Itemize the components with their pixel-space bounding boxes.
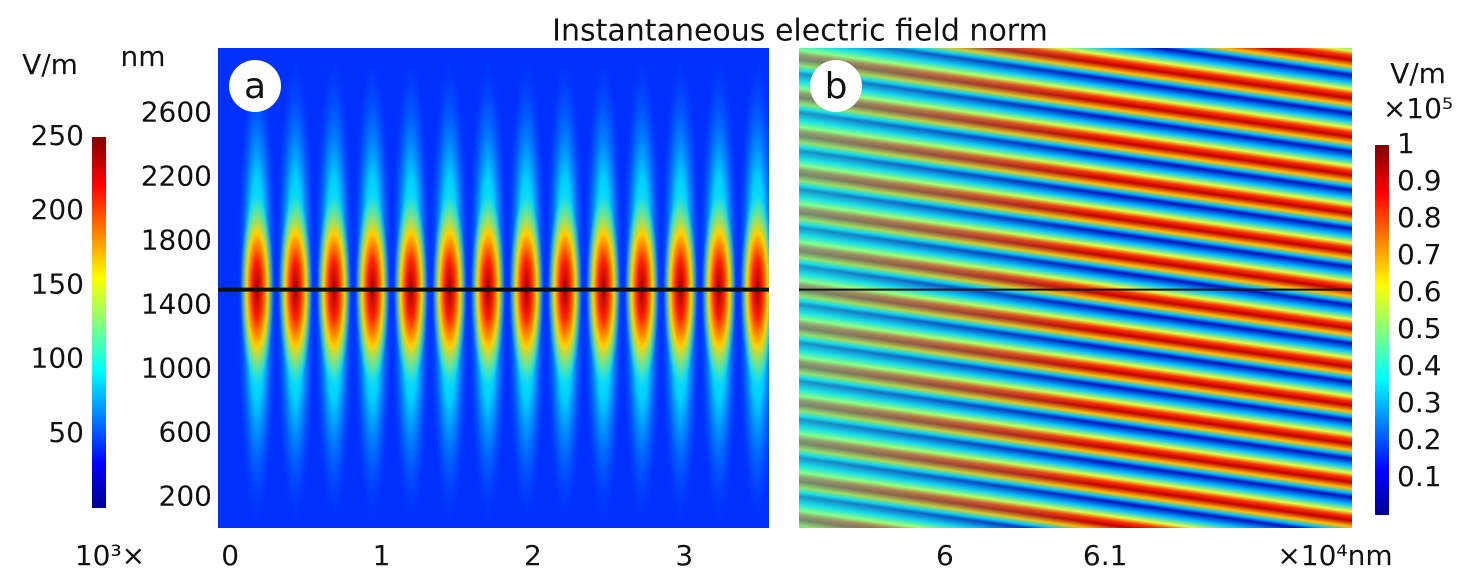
colorbar-tick-label: 200 xyxy=(31,193,84,226)
colorbar-tick-label: 0.7 xyxy=(1397,238,1442,271)
panel-letter: b xyxy=(825,66,848,107)
y-tick-label: 1400 xyxy=(141,288,212,321)
colorbar xyxy=(92,137,106,508)
x-multiplier: 10³× xyxy=(75,539,145,572)
y-tick-label: 600 xyxy=(159,416,212,449)
x-tick-label: 6 xyxy=(936,539,954,572)
panel-badge xyxy=(229,60,281,112)
y-tick-label: 1800 xyxy=(141,224,212,257)
y-tick-label: 2200 xyxy=(141,160,212,193)
figure-title: Instantaneous electric field norm xyxy=(552,14,1048,49)
colorbar-tick-label: 0.5 xyxy=(1397,312,1442,345)
x-tick-label: 2 xyxy=(524,539,542,572)
y-tick-label: 2600 xyxy=(141,96,212,129)
colorbar-tick-label: 0.2 xyxy=(1397,423,1442,456)
panel-letter: a xyxy=(244,66,266,107)
x-tick-label: 3 xyxy=(675,539,693,572)
x-tick-label: 1 xyxy=(373,539,391,572)
y-tick-label: 1000 xyxy=(141,352,212,385)
x-tick-label: 6.1 xyxy=(1083,539,1128,572)
panel-badge xyxy=(810,60,862,112)
colorbar-multiplier: ×10⁵ xyxy=(1383,92,1453,125)
colorbar-tick-label: 0.8 xyxy=(1397,201,1442,234)
colorbar-tick-label: 1 xyxy=(1397,127,1415,160)
colorbar-tick-label: 0.3 xyxy=(1397,386,1442,419)
colorbar-tick-label: 0.4 xyxy=(1397,349,1442,382)
x-tick-label: 0 xyxy=(221,539,239,572)
colorbar-tick-label: 250 xyxy=(31,119,84,152)
colorbar-tick-label: 150 xyxy=(31,267,84,300)
colorbar-tick-label: 50 xyxy=(48,416,84,449)
colorbar xyxy=(1375,145,1389,515)
colorbar-tick-label: 0.1 xyxy=(1397,460,1442,493)
field-fade xyxy=(799,48,1352,528)
colorbar-unit: V/m xyxy=(22,48,78,81)
x-unit: ×10⁴nm xyxy=(1277,539,1392,572)
colorbar-tick-label: 0.6 xyxy=(1397,275,1442,308)
y-unit: nm xyxy=(120,40,165,73)
colorbar-unit: V/m xyxy=(1390,57,1446,90)
y-tick-label: 200 xyxy=(159,480,212,513)
colorbar-tick-label: 0.9 xyxy=(1397,164,1442,197)
field-map xyxy=(218,48,769,528)
colorbar-tick-label: 100 xyxy=(31,342,84,375)
